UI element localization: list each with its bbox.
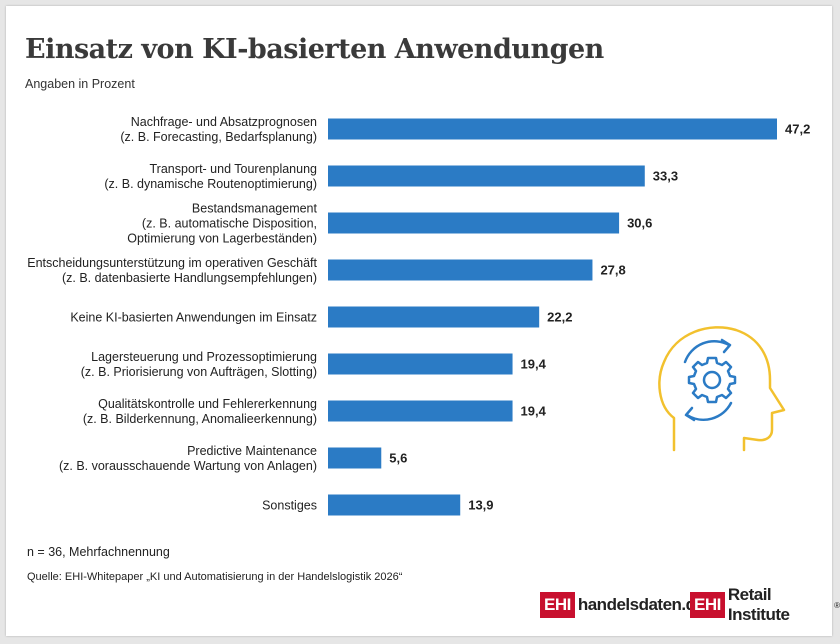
- bar-value-label: 33,3: [653, 169, 678, 184]
- category-label: Transport- und Tourenplanung: [150, 162, 318, 176]
- ai-head-gear-icon: [658, 326, 786, 452]
- chart-title: Einsatz von KI-basierten Anwendungen: [25, 34, 604, 65]
- category-label: (z. B. Bilderkennung, Anomalieerkennung): [83, 412, 317, 426]
- category-label: Keine KI-basierten Anwendungen im Einsat…: [70, 311, 317, 325]
- category-label: Entscheidungsunterstützung im operativen…: [27, 256, 317, 270]
- category-label: (z. B. datenbasierte Handlungsempfehlung…: [62, 271, 317, 285]
- bar-1: [328, 118, 777, 140]
- source-note: Quelle: EHI-Whitepaper „KI und Automatis…: [27, 571, 403, 583]
- bar-8: [328, 447, 382, 469]
- bar-value-label: 5,6: [389, 451, 407, 466]
- bar-5: [328, 306, 540, 328]
- category-label: Nachfrage- und Absatzprognosen: [131, 115, 317, 129]
- category-label: Sonstiges: [262, 499, 317, 513]
- category-label: Bestandsmanagement: [192, 202, 318, 216]
- handelsdaten-logo: EHI handelsdaten.de: [540, 590, 705, 620]
- bar-2: [328, 165, 645, 187]
- bar-6: [328, 353, 513, 375]
- handelsdaten-logo-text: handelsdaten.de: [577, 595, 705, 614]
- category-label: (z. B. Forecasting, Bedarfsplanung): [120, 130, 317, 144]
- bar-value-label: 30,6: [627, 216, 652, 231]
- ehi-logo-box: EHI: [540, 592, 575, 618]
- bar-value-label: 47,2: [785, 122, 810, 137]
- bar-7: [328, 400, 513, 422]
- registered-mark: ®: [834, 600, 840, 610]
- bar-value-label: 13,9: [468, 498, 493, 513]
- footnote: n = 36, Mehrfachnennung: [27, 545, 170, 559]
- retail-institute-logo-text: Retail Institute: [727, 585, 790, 624]
- category-label: (z. B. dynamische Routenoptimierung): [104, 177, 317, 191]
- ehi-retail-institute-logo: EHI Retail Institute ®: [690, 585, 840, 624]
- bar-value-label: 27,8: [600, 263, 625, 278]
- bar-4: [328, 259, 593, 281]
- category-label: (z. B. automatische Disposition,: [142, 217, 317, 231]
- bar-3: [328, 212, 620, 234]
- category-label: (z. B. Priorisierung von Aufträgen, Slot…: [81, 365, 317, 379]
- category-label: Predictive Maintenance: [187, 444, 317, 458]
- category-label: Qualitätskontrolle und Fehlererkennung: [98, 397, 317, 411]
- bar-value-label: 19,4: [521, 357, 547, 372]
- category-label: (z. B. vorausschauende Wartung von Anlag…: [59, 459, 317, 473]
- category-label: Optimierung von Lagerbeständen): [127, 232, 317, 246]
- ehi-logo-box: EHI: [690, 592, 725, 618]
- bar-value-label: 22,2: [547, 310, 572, 325]
- bar-9: [328, 494, 461, 516]
- category-label: Lagersteuerung und Prozessoptimierung: [91, 350, 317, 364]
- chart-subtitle: Angaben in Prozent: [25, 77, 135, 91]
- bar-value-label: 19,4: [521, 404, 547, 419]
